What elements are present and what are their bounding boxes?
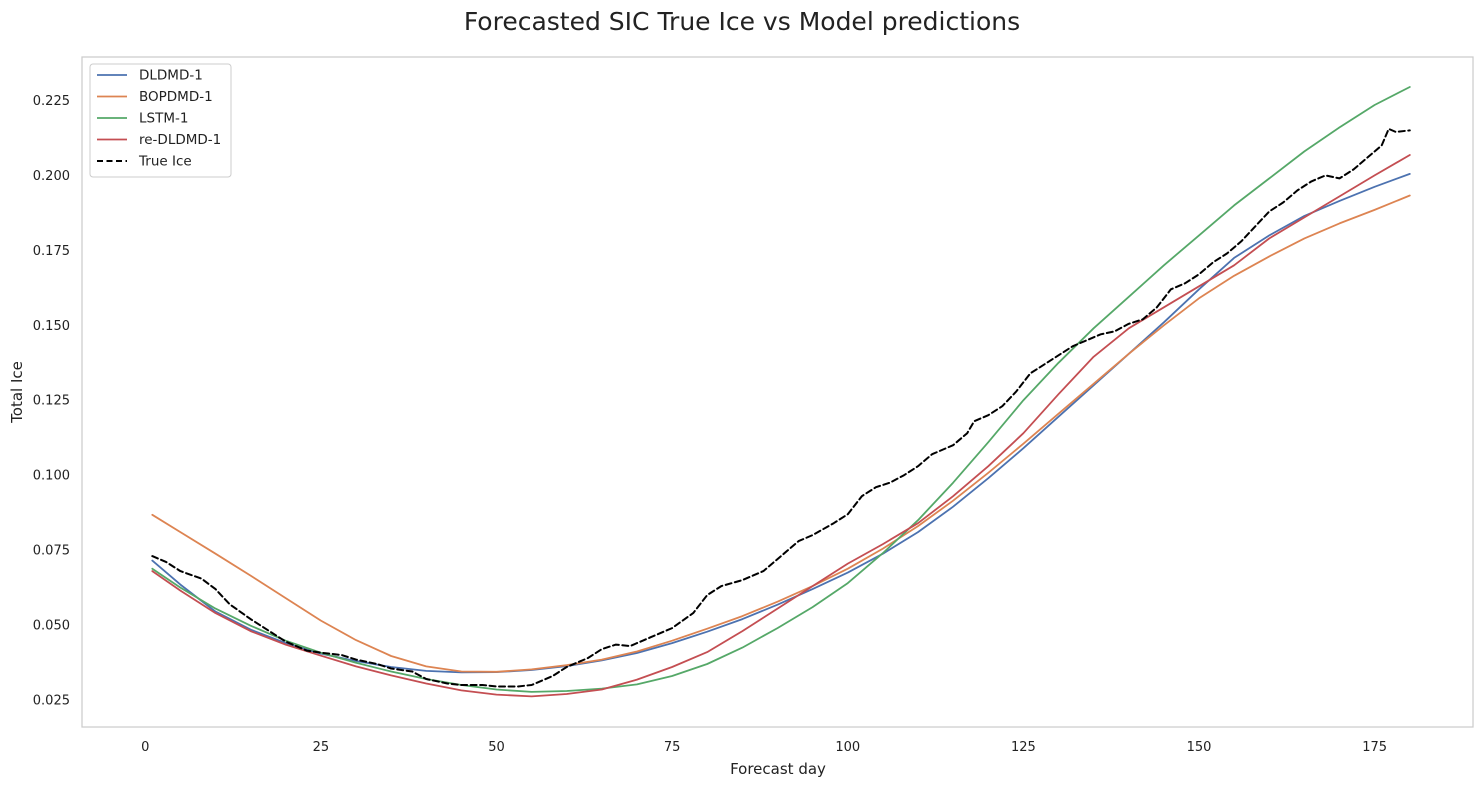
legend: DLDMD-1 BOPDMD-1 LSTM-1 re-DLDMD-1 True Ice bbox=[89, 63, 232, 178]
legend-box bbox=[89, 63, 232, 178]
x-tick-label: 50 bbox=[488, 740, 505, 755]
legend-label: DLDMD-1 bbox=[139, 68, 203, 84]
x-tick-label: 175 bbox=[1362, 740, 1387, 755]
x-tick-label: 0 bbox=[141, 740, 149, 755]
plot-area bbox=[81, 56, 1474, 728]
x-tick-label: 100 bbox=[835, 740, 860, 755]
legend-label: BOPDMD-1 bbox=[139, 89, 213, 105]
y-tick-label: 0.075 bbox=[33, 544, 70, 559]
x-tick-label: 25 bbox=[313, 740, 330, 755]
y-tick-label: 0.225 bbox=[33, 94, 70, 109]
y-tick-label: 0.025 bbox=[33, 694, 70, 709]
x-tick-label: 150 bbox=[1187, 740, 1212, 755]
y-tick-label: 0.050 bbox=[33, 619, 70, 634]
series-line bbox=[151, 154, 1411, 698]
series-line bbox=[151, 173, 1411, 674]
x-axis-label: Forecast day bbox=[730, 760, 826, 778]
series-line bbox=[151, 194, 1411, 673]
legend-label: LSTM-1 bbox=[139, 111, 188, 127]
legend-label: True Ice bbox=[138, 154, 192, 170]
series-line bbox=[151, 86, 1411, 693]
x-tick-label: 75 bbox=[664, 740, 681, 755]
y-tick-label: 0.125 bbox=[33, 394, 70, 409]
y-tick-label: 0.150 bbox=[33, 319, 70, 334]
y-tick-label: 0.175 bbox=[33, 244, 70, 259]
series-line bbox=[151, 127, 1411, 688]
legend-label: re-DLDMD-1 bbox=[139, 132, 221, 148]
chart-title: Forecasted SIC True Ice vs Model predict… bbox=[464, 7, 1020, 36]
series-lines bbox=[151, 86, 1411, 698]
y-tick-label: 0.100 bbox=[33, 469, 70, 484]
y-axis-label: Total Ice bbox=[8, 361, 26, 424]
x-tick-label: 125 bbox=[1011, 740, 1036, 755]
y-tick-label: 0.200 bbox=[33, 169, 70, 184]
x-axis-ticks: 0 25 50 75 100 125 150 175 bbox=[141, 740, 1387, 755]
y-axis-ticks: 0.025 0.050 0.075 0.100 0.125 0.150 0.175 0.200… bbox=[33, 94, 70, 709]
